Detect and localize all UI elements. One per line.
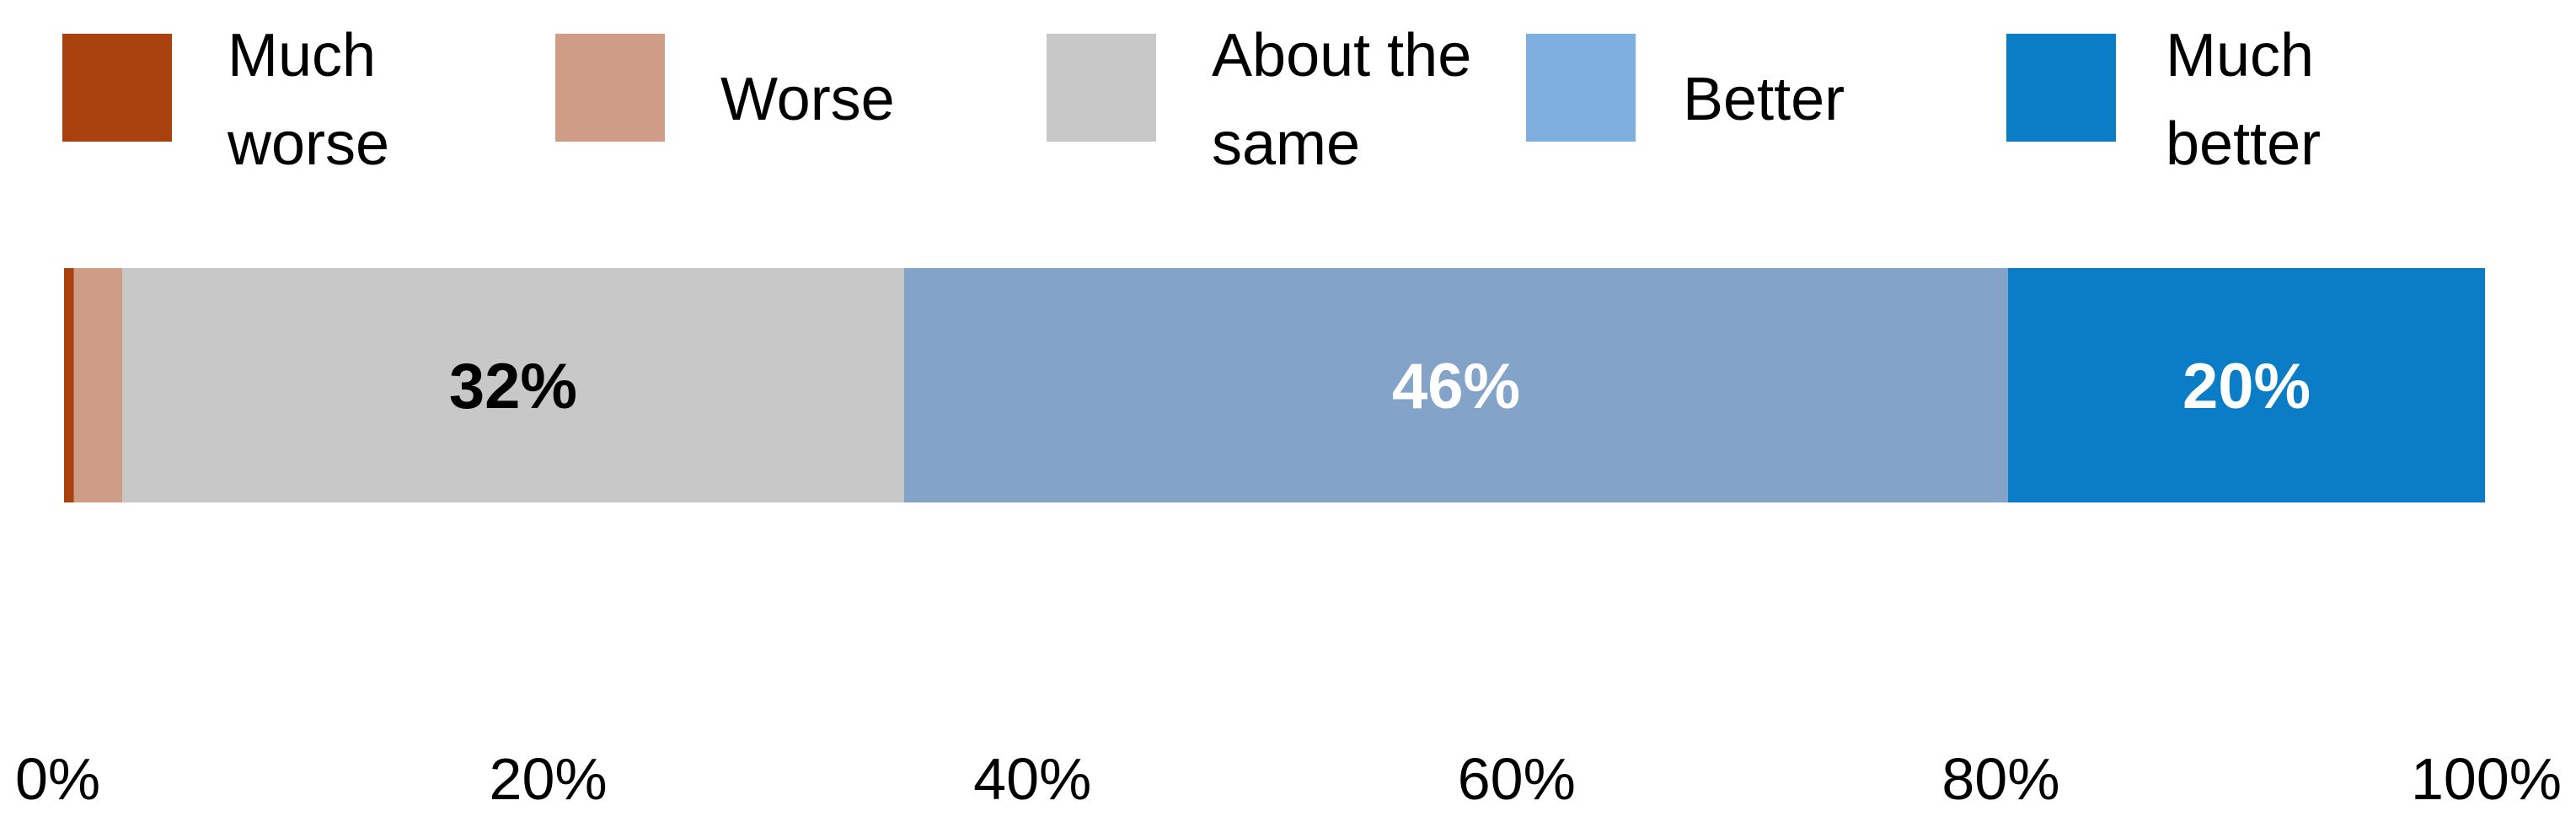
data-label-about-the-same: 32% bbox=[449, 351, 577, 422]
legend-item-much-worse: Much worse bbox=[62, 22, 389, 178]
legend-label-better: Better bbox=[1683, 66, 1845, 133]
x-tick-label: 60% bbox=[1458, 746, 1576, 812]
legend-item-better: Better bbox=[1526, 34, 1845, 142]
legend-item-much-better: Much better bbox=[2006, 22, 2321, 178]
legend-swatch-much-better bbox=[2006, 34, 2116, 142]
x-axis-tick-labels: 0% 20% 40% 60% 80% 100% bbox=[15, 746, 2562, 812]
legend-item-about-the-same: About the same bbox=[1047, 22, 1471, 178]
x-tick-label: 80% bbox=[1941, 746, 2059, 812]
legend-item-worse: Worse bbox=[555, 34, 895, 142]
legend-swatch-about-the-same bbox=[1047, 34, 1156, 142]
x-tick-label: 20% bbox=[490, 746, 608, 812]
legend: Much worse Worse About the same Better Much bet… bbox=[62, 22, 2321, 178]
bar-plot-area: 32% 46% 20% bbox=[64, 268, 2485, 502]
bar-segment-better bbox=[903, 268, 2008, 502]
legend-label-much-better: Much better bbox=[2166, 22, 2321, 178]
bar-segment-much-better bbox=[2008, 268, 2485, 502]
x-tick-label: 40% bbox=[973, 746, 1091, 812]
legend-swatch-worse bbox=[555, 34, 665, 142]
bar-segment-much-worse bbox=[64, 268, 74, 502]
x-tick-label: 100% bbox=[2411, 746, 2562, 812]
x-tick-label: 0% bbox=[15, 746, 100, 812]
legend-label-about-the-same: About the same bbox=[1212, 22, 1471, 178]
data-label-much-better: 20% bbox=[2182, 351, 2311, 422]
legend-label-much-worse: Much worse bbox=[227, 22, 389, 178]
data-label-better: 46% bbox=[1392, 351, 1520, 422]
legend-swatch-better bbox=[1526, 34, 1636, 142]
bar-segment-about-the-same bbox=[122, 268, 904, 502]
legend-label-worse: Worse bbox=[720, 66, 895, 133]
legend-swatch-much-worse bbox=[62, 34, 172, 142]
bar-segment-worse bbox=[73, 268, 122, 502]
